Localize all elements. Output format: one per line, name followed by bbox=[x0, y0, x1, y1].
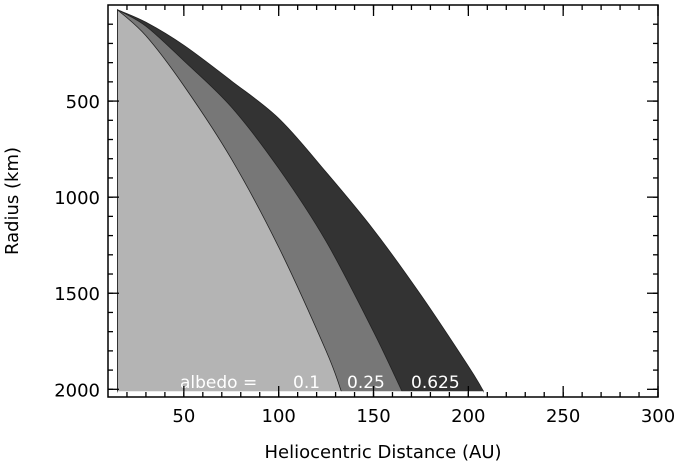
x-tick-label: 200 bbox=[451, 406, 485, 427]
y-tick-label: 1000 bbox=[54, 188, 100, 209]
plot-frame bbox=[107, 4, 659, 398]
albedo-label-0.1: 0.1 bbox=[293, 373, 320, 393]
x-tick-label: 300 bbox=[641, 406, 675, 427]
x-axis-label: Heliocentric Distance (AU) bbox=[264, 442, 501, 463]
x-tick-label: 100 bbox=[262, 406, 296, 427]
albedo-annotation: albedo = 0.1 0.25 0.625 bbox=[180, 373, 460, 393]
y-tick-label: 2000 bbox=[54, 380, 100, 401]
y-tick-label: 1500 bbox=[54, 284, 100, 305]
axis-ticks bbox=[108, 5, 659, 397]
albedo-label-0.25: 0.25 bbox=[347, 373, 385, 393]
series-layer bbox=[117, 8, 484, 393]
x-tick-label: 250 bbox=[546, 406, 580, 427]
y-tick-label: 500 bbox=[66, 92, 100, 113]
albedo-prefix: albedo = bbox=[180, 373, 257, 393]
plot-area: albedo = 0.1 0.25 0.625 bbox=[107, 4, 659, 398]
y-axis-label: Radius (km) bbox=[2, 147, 23, 255]
area-albedo-0.1 bbox=[117, 8, 342, 393]
x-tick-label: 50 bbox=[172, 406, 195, 427]
albedo-label-0.625: 0.625 bbox=[411, 373, 460, 393]
x-tick-label: 150 bbox=[356, 406, 390, 427]
